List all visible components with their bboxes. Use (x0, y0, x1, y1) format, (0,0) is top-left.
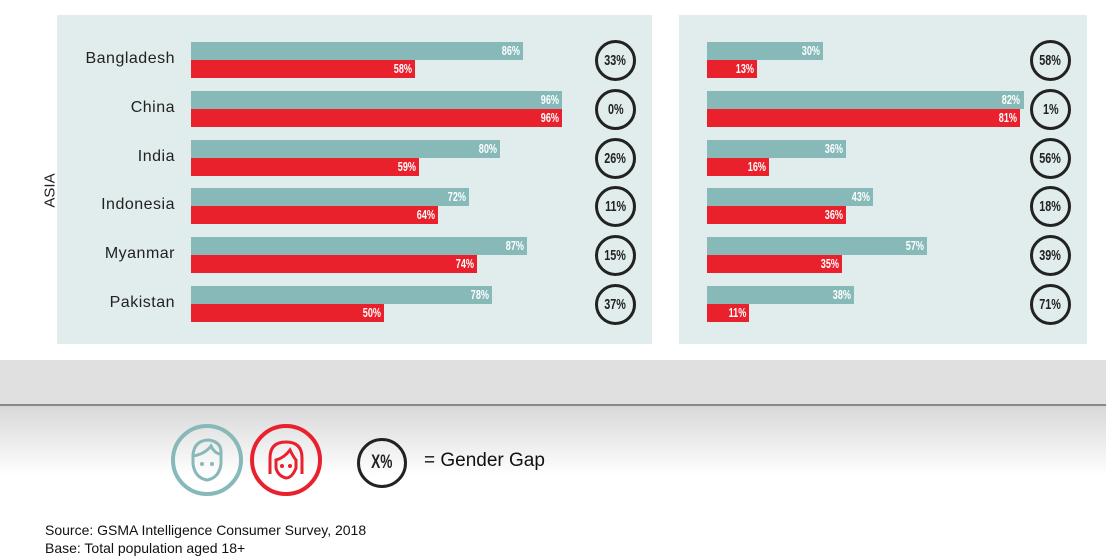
bar-value-label: 38% (832, 287, 851, 302)
gender-gap-badge: 37% (595, 284, 636, 325)
women-bar: 74% (191, 255, 477, 274)
women-bar: 64% (191, 206, 439, 225)
women-bar: 50% (191, 304, 384, 322)
gender-gap-badge: 71% (1030, 284, 1071, 325)
bar-value-label: 86% (501, 43, 520, 58)
gender-gap-badge: 18% (1030, 186, 1071, 228)
shadow (0, 406, 1106, 476)
bar-value-label: 50% (362, 305, 381, 320)
men-bar: 30% (707, 42, 823, 60)
bar-value-label: 72% (447, 189, 466, 205)
men-bar: 86% (191, 42, 523, 60)
gender-gap-badge: 15% (595, 235, 636, 277)
bar-value-label: 36% (824, 207, 843, 223)
women-bar: 81% (707, 108, 1020, 127)
men-bar: 36% (707, 139, 846, 158)
gender-gap-badge: 58% (1030, 40, 1071, 81)
bar-value-label: 13% (735, 61, 755, 76)
men-bar: 80% (191, 139, 500, 158)
women-bar: 13% (707, 60, 758, 78)
woman-face-icon (250, 424, 322, 496)
men-bar: 96% (191, 90, 562, 109)
bar-value-label: 96% (540, 109, 559, 125)
category-label: India (137, 147, 175, 165)
bar-value-label: 30% (801, 43, 820, 58)
bar-value-label: 57% (905, 238, 925, 254)
gender-gap-value: 56% (1039, 149, 1062, 167)
man-face-icon (171, 424, 243, 496)
men-bar: 38% (707, 286, 854, 304)
bar-value-label: 11% (728, 305, 747, 320)
bar-value-label: 80% (478, 140, 497, 156)
bar-value-label: 96% (540, 91, 559, 107)
gender-gap-value: 58% (1039, 52, 1062, 69)
gender-gap-value: 1% (1042, 100, 1059, 118)
bar-value-label: 81% (998, 109, 1017, 125)
gender-gap-value: 33% (604, 52, 627, 69)
women-bar: 59% (191, 157, 419, 176)
men-bar: 82% (707, 90, 1024, 109)
women-bar: 58% (191, 60, 415, 78)
bar-value-label: 82% (1002, 91, 1021, 107)
base-note: Base: Total population aged 18+ (45, 540, 246, 556)
bar-value-label: 36% (824, 140, 843, 156)
men-bar: 72% (191, 188, 469, 207)
bar-value-label: 58% (393, 61, 412, 76)
gender-gap-value: 15% (604, 247, 627, 265)
category-label: China (130, 98, 175, 116)
source-note: Source: GSMA Intelligence Consumer Surve… (45, 522, 367, 538)
category-label: Indonesia (101, 196, 175, 214)
bar-value-label: 87% (505, 238, 524, 254)
gender-gap-value: 37% (604, 296, 627, 313)
bar-value-label: 43% (851, 189, 870, 205)
gender-gap-legend-symbol: X% (357, 438, 407, 488)
gender-gap-badge: 56% (1030, 137, 1071, 179)
men-bar: 78% (191, 286, 493, 304)
gender-gap-value: 26% (604, 149, 627, 167)
men-bar: 57% (707, 237, 928, 256)
bar-value-label: 59% (397, 158, 416, 174)
gender-gap-value: 39% (1039, 247, 1062, 265)
gender-gap-badge: 1% (1030, 88, 1071, 130)
gender-gap-badge: 0% (595, 88, 636, 130)
women-bar: 11% (707, 304, 750, 322)
women-bar: 16% (707, 157, 769, 176)
bar-value-label: 35% (820, 256, 840, 272)
gender-gap-value: 11% (604, 198, 627, 216)
gender-gap-value: 71% (1039, 296, 1062, 313)
gender-gap-value: 18% (1039, 198, 1062, 216)
gender-gap-badge: 11% (595, 186, 636, 228)
bar-value-label: 78% (470, 287, 490, 302)
gender-gap-badge: 33% (595, 40, 636, 81)
gender-gap-legend-text: = Gender Gap (424, 450, 545, 471)
gender-gap-badge: 39% (1030, 235, 1071, 277)
category-label: Myanmar (104, 245, 175, 263)
bar-value-label: 16% (747, 158, 766, 174)
gender-gap-value: 0% (607, 100, 624, 118)
men-bar: 43% (707, 188, 873, 207)
gender-gap-badge: 26% (595, 137, 636, 179)
men-bar: 87% (191, 237, 527, 256)
women-bar: 35% (707, 255, 843, 274)
women-bar: 36% (707, 206, 846, 225)
category-label: Bangladesh (85, 50, 175, 67)
women-bar: 96% (191, 108, 562, 127)
category-label: Pakistan (109, 294, 175, 311)
divider-band (0, 360, 1106, 406)
bar-value-label: 64% (416, 207, 436, 223)
bar-value-label: 74% (455, 256, 474, 272)
